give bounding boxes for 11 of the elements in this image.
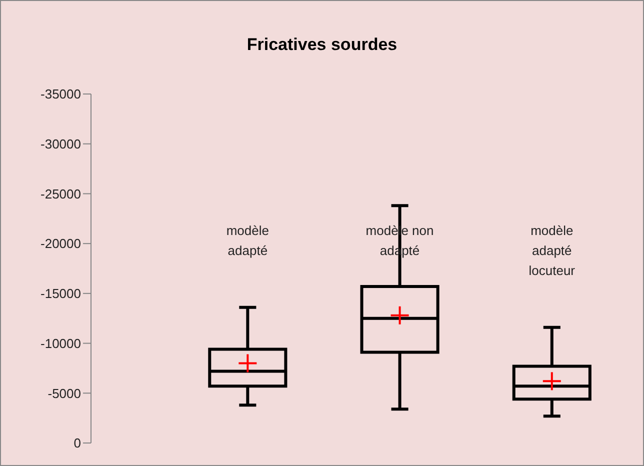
- y-tick-label: -10000: [40, 336, 81, 351]
- x-tick-label: modèle adapté: [226, 223, 269, 258]
- y-tick-label: -15000: [40, 286, 81, 302]
- y-tick-label: -20000: [40, 236, 81, 252]
- chart-title: Fricatives sourdes: [246, 35, 398, 55]
- y-tick-label: -5000: [48, 386, 81, 401]
- y-tick-label: -35000: [40, 86, 81, 102]
- y-tick-label: -25000: [40, 186, 81, 202]
- y-tick-label: -30000: [40, 136, 81, 152]
- x-tick-label: modèle adapté locuteur: [528, 223, 576, 278]
- y-tick-label: 0: [74, 436, 81, 451]
